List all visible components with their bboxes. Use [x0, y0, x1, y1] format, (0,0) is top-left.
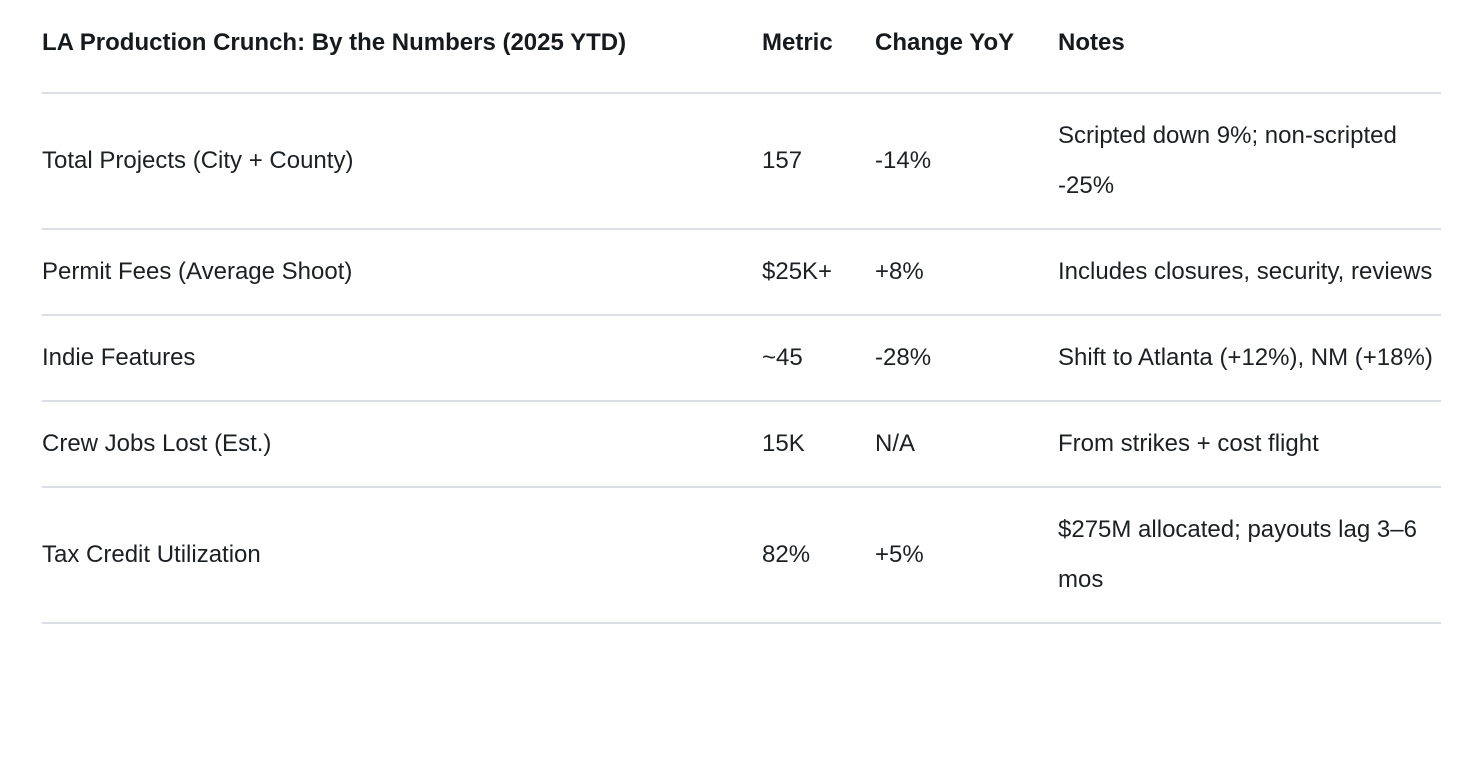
row-label-cell: Total Projects (City + County)	[42, 93, 762, 230]
table-row: Crew Jobs Lost (Est.) 15K N/A From strik…	[42, 401, 1441, 488]
col-header-change: Change YoY	[875, 10, 1058, 94]
table-row: Permit Fees (Average Shoot) $25K+ +8% In…	[42, 229, 1441, 316]
notes-cell: From strikes + cost flight	[1058, 401, 1441, 488]
row-label-cell: Permit Fees (Average Shoot)	[42, 229, 762, 316]
col-header-title: LA Production Crunch: By the Numbers (20…	[42, 10, 762, 94]
production-stats-table: LA Production Crunch: By the Numbers (20…	[42, 10, 1441, 624]
col-header-notes: Notes	[1058, 10, 1441, 94]
notes-cell: Includes closures, security, reviews	[1058, 229, 1441, 316]
metric-cell: ~45	[762, 315, 875, 402]
change-cell: N/A	[875, 401, 1058, 488]
metric-cell: 15K	[762, 401, 875, 488]
change-cell: +5%	[875, 487, 1058, 624]
change-cell: +8%	[875, 229, 1058, 316]
metric-cell: 157	[762, 93, 875, 230]
col-header-metric: Metric	[762, 10, 875, 94]
row-label-cell: Crew Jobs Lost (Est.)	[42, 401, 762, 488]
table-row: Total Projects (City + County) 157 -14% …	[42, 93, 1441, 230]
table-row: Tax Credit Utilization 82% +5% $275M all…	[42, 487, 1441, 624]
notes-cell: Shift to Atlanta (+12%), NM (+18%)	[1058, 315, 1441, 402]
table-row: Indie Features ~45 -28% Shift to Atlanta…	[42, 315, 1441, 402]
change-cell: -28%	[875, 315, 1058, 402]
metric-cell: $25K+	[762, 229, 875, 316]
header-row: LA Production Crunch: By the Numbers (20…	[42, 10, 1441, 94]
metric-cell: 82%	[762, 487, 875, 624]
notes-cell: $275M allocated; payouts lag 3–6 mos	[1058, 487, 1441, 624]
row-label-cell: Indie Features	[42, 315, 762, 402]
row-label-cell: Tax Credit Utilization	[42, 487, 762, 624]
change-cell: -14%	[875, 93, 1058, 230]
notes-cell: Scripted down 9%; non-scripted -25%	[1058, 93, 1441, 230]
